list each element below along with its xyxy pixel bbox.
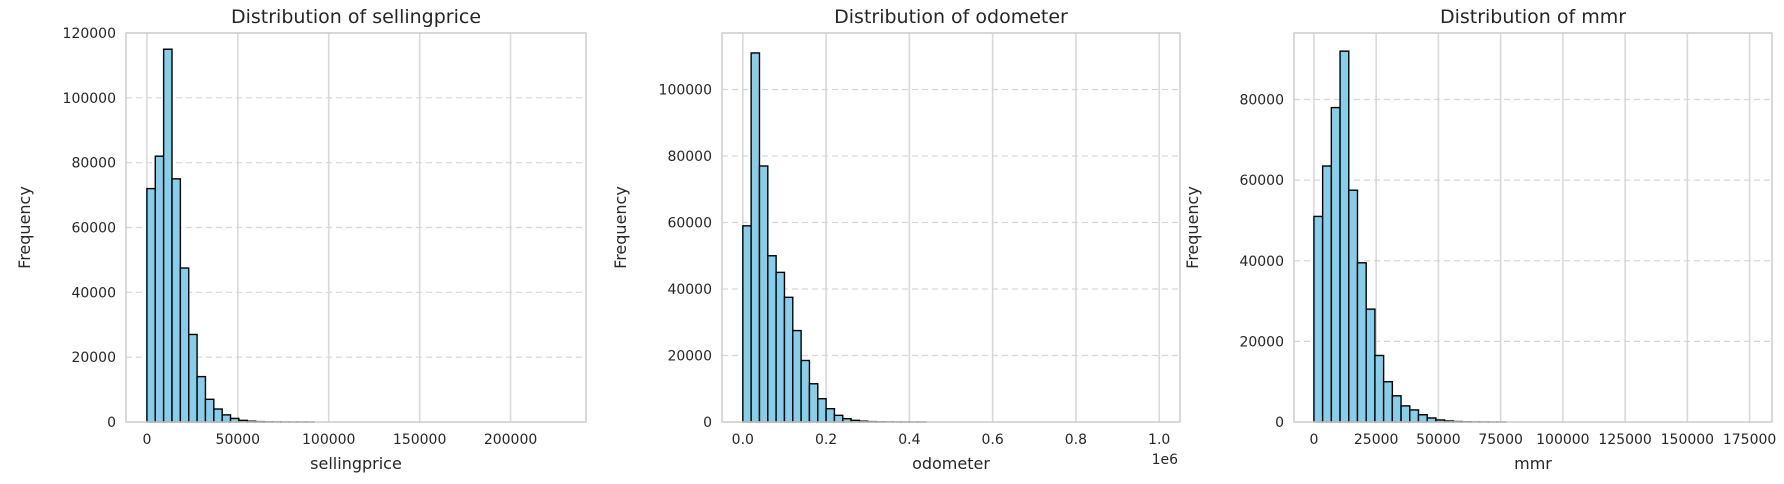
- y-tick-label: 60000: [71, 221, 116, 237]
- x-tick-label: 0: [1309, 432, 1318, 448]
- histogram-bar: [1382, 380, 1394, 423]
- histogram-bar: [1409, 409, 1420, 423]
- plot-frame: [125, 32, 587, 423]
- x-tick-label: 200000: [484, 432, 537, 448]
- histogram-bar: [825, 408, 836, 423]
- x-tick-label: 0: [142, 432, 151, 448]
- histogram-bar: [179, 267, 190, 423]
- histogram-bar: [792, 329, 802, 423]
- x-tick-label: 100000: [1536, 432, 1589, 448]
- x-tick-label: 150000: [1661, 432, 1714, 448]
- y-tick-label: 0: [703, 415, 712, 431]
- y-axis-label: Frequency: [611, 186, 630, 269]
- x-tick-label: 75000: [1478, 432, 1523, 448]
- x-axis-label: sellingprice: [310, 454, 402, 473]
- histogram-bar: [1339, 50, 1350, 423]
- x-axis-offset-label: 1e6: [1152, 452, 1179, 468]
- histogram-bar: [154, 155, 165, 423]
- histogram-bar: [808, 383, 819, 423]
- x-tick-label: 50000: [1416, 432, 1461, 448]
- sellingprice-histogram-panel: 0 50000 100000 150000 200000 0 20000 40000 60000…: [15, 6, 587, 473]
- y-tick-label: 0: [1275, 415, 1284, 431]
- x-tick-label: 0.4: [898, 432, 920, 448]
- histogram-bar: [162, 48, 173, 423]
- y-tick-label: 20000: [71, 350, 116, 366]
- histogram-bar: [767, 255, 777, 423]
- plot-frame: [721, 32, 1181, 423]
- histogram-bar: [833, 414, 844, 423]
- y-tick-label: 40000: [71, 285, 116, 301]
- histogram-bar: [204, 398, 215, 423]
- histogram-bar: [221, 414, 232, 423]
- histogram-bar: [775, 271, 786, 423]
- x-tick-label: 0.0: [732, 432, 754, 448]
- histogram-bar: [1391, 395, 1402, 423]
- mmr-histogram-panel: 0 25000 50000 75000 100000 125000 150000 175000…: [1183, 6, 1776, 473]
- histogram-bar: [1348, 189, 1359, 423]
- x-tick-label: 1.0: [1148, 432, 1170, 448]
- histogram-bar: [196, 375, 207, 423]
- x-tick-label: 0.8: [1065, 432, 1087, 448]
- histogram-bar: [171, 178, 182, 423]
- y-tick-label: 100000: [63, 91, 116, 107]
- y-tick-label: 40000: [667, 282, 712, 298]
- y-tick-label: 100000: [659, 83, 712, 99]
- x-tick-label: 0.6: [982, 432, 1004, 448]
- x-tick-label: 25000: [1354, 432, 1399, 448]
- histogram-bar: [750, 52, 761, 423]
- histogram-bar: [742, 225, 752, 423]
- y-tick-label: 0: [107, 415, 116, 431]
- y-tick-label: 80000: [667, 149, 712, 165]
- histogram-bar: [1321, 165, 1333, 423]
- histogram-bar: [146, 187, 156, 423]
- chart-title: Distribution of mmr: [1440, 6, 1626, 28]
- histogram-bar: [1330, 106, 1341, 423]
- histogram-bar: [1356, 262, 1367, 423]
- y-tick-label: 60000: [1239, 173, 1284, 189]
- histogram-bar: [1417, 414, 1428, 423]
- x-axis-label: mmr: [1514, 454, 1552, 473]
- x-tick-label: 50000: [216, 432, 261, 448]
- y-tick-label: 80000: [1239, 93, 1284, 109]
- histogram-bar: [213, 408, 223, 423]
- y-tick-label: 60000: [667, 216, 712, 232]
- histogram-bar: [800, 359, 811, 423]
- histogram-bar: [1365, 308, 1376, 423]
- y-axis-label: Frequency: [1183, 186, 1202, 269]
- y-tick-label: 120000: [63, 26, 116, 42]
- x-tick-label: 175000: [1723, 432, 1776, 448]
- y-axis-label: Frequency: [15, 186, 34, 269]
- y-tick-label: 20000: [667, 349, 712, 365]
- plot-frame: [1293, 32, 1773, 423]
- histogram-bar: [817, 398, 827, 423]
- y-tick-label: 40000: [1239, 254, 1284, 270]
- histogram-bar: [783, 296, 794, 423]
- x-axis-label: odometer: [912, 454, 990, 473]
- y-tick-label: 80000: [71, 156, 116, 172]
- x-tick-label: 125000: [1598, 432, 1651, 448]
- histogram-bar: [1374, 354, 1385, 423]
- y-tick-label: 20000: [1239, 334, 1284, 350]
- histogram-bar: [1400, 405, 1411, 423]
- x-tick-label: 150000: [393, 432, 446, 448]
- x-tick-label: 0.2: [815, 432, 837, 448]
- histogram-bar: [1313, 215, 1324, 423]
- chart-title: Distribution of sellingprice: [231, 6, 481, 28]
- x-tick-label: 100000: [302, 432, 355, 448]
- odometer-histogram-panel: 0.0 0.2 0.4 0.6 0.8 1.0 0 20000 40000 60000 80000 1…: [611, 6, 1181, 473]
- histogram-bar: [188, 333, 198, 423]
- chart-title: Distribution of odometer: [834, 6, 1068, 28]
- histogram-bar: [758, 165, 769, 423]
